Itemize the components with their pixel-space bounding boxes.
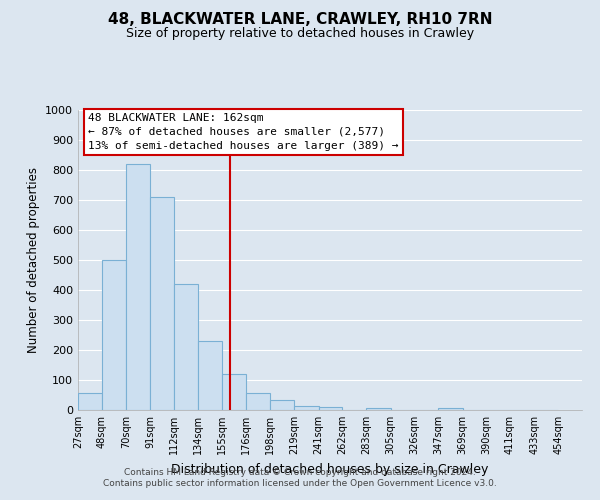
Bar [438,408,463,410]
Text: 48, BLACKWATER LANE, CRAWLEY, RH10 7RN: 48, BLACKWATER LANE, CRAWLEY, RH10 7RN [108,12,492,28]
Bar [245,393,271,410]
Text: 48 BLACKWATER LANE: 162sqm
← 87% of detached houses are smaller (2,577)
13% of s: 48 BLACKWATER LANE: 162sqm ← 87% of deta… [88,113,398,151]
Bar [366,408,391,410]
Bar [127,164,150,410]
Bar [199,341,222,410]
Bar [319,407,343,410]
Text: Size of property relative to detached houses in Crawley: Size of property relative to detached ho… [126,28,474,40]
Bar [78,393,101,410]
Bar [101,260,127,410]
Bar [294,406,319,410]
X-axis label: Distribution of detached houses by size in Crawley: Distribution of detached houses by size … [172,462,488,475]
Bar [173,284,199,410]
Text: Contains HM Land Registry data © Crown copyright and database right 2024.
Contai: Contains HM Land Registry data © Crown c… [103,468,497,487]
Bar [222,374,245,410]
Y-axis label: Number of detached properties: Number of detached properties [26,167,40,353]
Bar [150,197,173,410]
Bar [271,400,294,410]
